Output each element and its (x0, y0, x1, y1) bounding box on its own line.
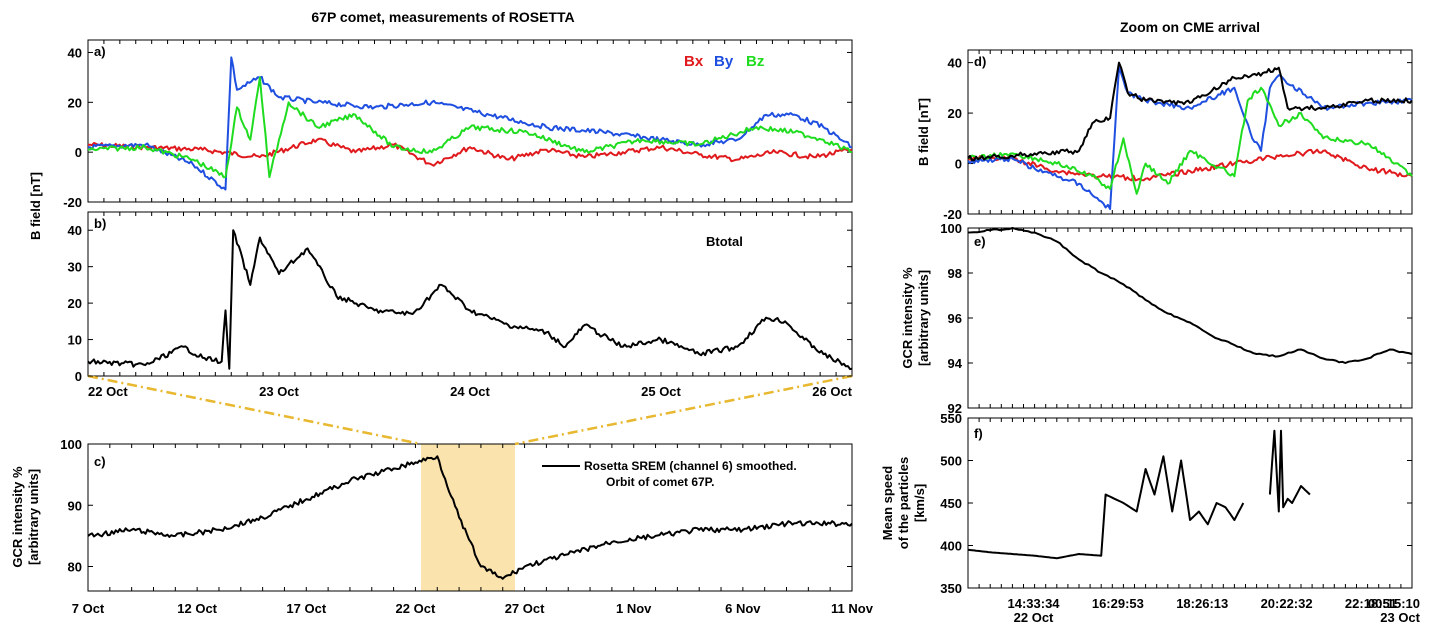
ylabel-f-line1: Mean speed (880, 466, 895, 540)
panel-b-xtick-label-4: 26 Oct (812, 384, 852, 399)
panel-c-xtick-label-0: 7 Oct (72, 601, 105, 616)
panel-b-xtick-label-1: 23 Oct (259, 384, 299, 399)
panel-d-ytick-label-3: 40 (948, 56, 962, 71)
panel-d-frame (967, 49, 1413, 215)
ylabel-c-line2: [arbitrary units] (26, 469, 41, 565)
panel-c-ytick-label-2: 100 (60, 437, 82, 452)
left-title: 67P comet, measurements of ROSETTA (311, 9, 574, 25)
panel-e-ytick-label-4: 100 (940, 221, 962, 236)
ylabel-ab: B field [nT] (28, 172, 43, 240)
panel-f-frame (967, 417, 1413, 589)
ylabel-f: Mean speed of the particles [km/s] (880, 457, 927, 549)
panel-e-label: e) (974, 234, 986, 249)
panel-c-xtick-label-3: 22 Oct (396, 601, 436, 616)
panel-b-ytick-label-4: 40 (68, 223, 82, 238)
legend-c-entry-1: Rosetta SREM (channel 6) smoothed. (584, 459, 797, 473)
ylabel-e: GCR intensity % [arbitrary units] (900, 267, 931, 369)
panel-f-xtick-label-2-0: 18:26:13 (1176, 596, 1228, 611)
panel-f-xtick-label-0-0: 14:33:34 (1007, 596, 1060, 611)
panel-c-label: c) (94, 454, 106, 469)
panel-c-xtick-label-5: 1 Nov (616, 601, 652, 616)
panel-f-ytick-label-3: 500 (940, 454, 962, 469)
panel-f-ytick-label-2: 450 (940, 496, 962, 511)
panel-b-label: b) (94, 216, 106, 231)
ylabel-c: GCR intensity % [arbitrary units] (10, 466, 41, 568)
panel-e-series-gcr (967, 227, 1413, 364)
ylabel-c-line1: GCR intensity % (10, 466, 25, 568)
panel-d-ytick-label-0: -20 (943, 207, 962, 222)
panel-a-series-bz (87, 76, 853, 179)
panel-b-xtick-label-0: 22 Oct (88, 384, 128, 399)
connector-left (87, 374, 422, 446)
panel-f-series-segment-2 (1268, 429, 1311, 513)
panel-c-xtick-label-6: 6 Nov (725, 601, 761, 616)
panel-d-series-bx (967, 148, 1413, 182)
ylabel-e-line2: [arbitrary units] (916, 270, 931, 366)
right-title: Zoom on CME arrival (1120, 19, 1260, 35)
panel-e-ytick-label-0: 92 (948, 401, 962, 416)
panel-a-series-bx (88, 137, 853, 167)
panel-c-xtick-label-1: 12 Oct (177, 601, 217, 616)
legend-by: By (714, 53, 734, 70)
panel-f-xtick-label-1-0: 16:29:53 (1092, 596, 1144, 611)
panel-f-ytick-label-0: 350 (940, 581, 962, 596)
panel-d-series-by (967, 66, 1413, 210)
panel-b-xtick-label-3: 25 Oct (641, 384, 681, 399)
legend-bx: Bx (684, 53, 704, 70)
panel-c-frame (87, 443, 853, 592)
panel-b-series-btotal (87, 229, 853, 371)
panel-e-ytick-label-1: 94 (948, 356, 963, 371)
panel-c-ytick-label-1: 90 (68, 498, 82, 513)
panel-a-ytick-label-2: 20 (68, 95, 82, 110)
panel-b-ytick-label-0: 0 (75, 369, 82, 384)
legend-bz: Bz (746, 53, 764, 70)
panel-f-xtick-label-3-0: 20:22:32 (1261, 596, 1313, 611)
panel-c-xtick-label-7: 11 Nov (831, 601, 874, 616)
panel-d-ytick-label-1: 0 (955, 157, 962, 172)
panel-d-series-btotal (967, 61, 1413, 162)
panel-f-xtick-label-0-1: 22 Oct (1014, 610, 1054, 625)
ylabel-e-line1: GCR intensity % (900, 267, 915, 369)
panel-b-ytick-label-2: 20 (68, 296, 82, 311)
panel-a-frame (87, 39, 853, 203)
panel-c-ytick-label-0: 80 (68, 560, 82, 575)
ylabel-d: B field [nT] (916, 98, 931, 166)
panel-b-ytick-label-1: 10 (68, 333, 82, 348)
panel-e-ytick-label-2: 96 (948, 311, 962, 326)
panel-f-ytick-label-1: 400 (940, 539, 962, 554)
panel-d-label: d) (974, 54, 986, 69)
panel-c-xtick-label-4: 27 Oct (505, 601, 545, 616)
panel-f-label: f) (974, 426, 983, 441)
ylabel-f-line3: [km/s] (912, 484, 927, 522)
panel-f-xtick-label-5-1: 23 Oct (1380, 610, 1420, 625)
legend-c-entry-2: Orbit of comet 67P. (606, 475, 714, 489)
panel-f-series-speed (967, 455, 1245, 560)
panel-a-ytick-label-3: 40 (68, 45, 82, 60)
panel-f-xtick-label-5-0: 00:15:10 (1368, 596, 1420, 611)
connector-right (514, 374, 853, 446)
panel-c-xtick-label-2: 17 Oct (286, 601, 326, 616)
panel-c-series-rosetta-srem-channel-6-smoothed- (87, 455, 853, 580)
panel-c-highlight (421, 444, 515, 591)
panel-b-ytick-label-3: 30 (68, 260, 82, 275)
panel-d-series-bz (967, 86, 1413, 195)
panel-b-xtick-label-2: 24 Oct (450, 384, 490, 399)
ylabel-f-line2: of the particles (896, 457, 911, 549)
panel-f-xtick-label-4-0: 22:18:51 (1345, 596, 1397, 611)
panel-e-frame (967, 227, 1413, 409)
panel-a-label: a) (94, 44, 106, 59)
panel-a-series-by (88, 56, 853, 191)
panel-a-ytick-label-1: 0 (75, 145, 82, 160)
btotal-annotation: Btotal (706, 234, 743, 249)
panel-f-ytick-label-4: 550 (940, 411, 962, 426)
panel-d-ytick-label-2: 20 (948, 106, 962, 121)
panel-e-ytick-label-3: 98 (948, 266, 962, 281)
panel-a-ytick-label-0: -20 (63, 195, 82, 210)
